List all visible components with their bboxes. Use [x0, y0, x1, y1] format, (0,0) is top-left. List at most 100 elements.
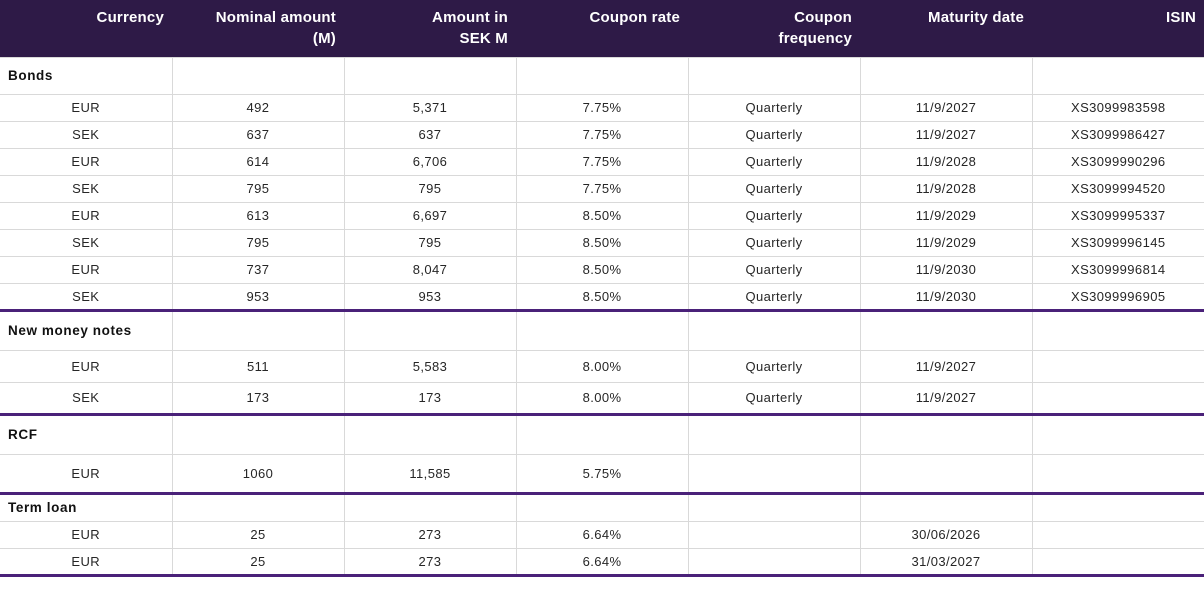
column-header-maturity-date: Maturity date [860, 0, 1032, 57]
column-header-nominal-amount: Nominal amount (M) [172, 0, 344, 57]
section-new-money-notes: New money notes EUR 511 5,583 8.00% Quarterly… [0, 308, 1204, 415]
section-label: Term loan [0, 491, 173, 522]
column-header-label: SEK M [459, 30, 508, 47]
table-cell: 11/9/2030 [859, 255, 1033, 284]
table-cell: 6,697 [343, 201, 517, 230]
table-cell: SEK [0, 228, 173, 257]
table-cell: XS3099986427 [1031, 120, 1204, 149]
table-row: SEK 795 795 7.75% Quarterly 11/9/2028 XS309999… [0, 174, 1204, 203]
column-header-isin: ISIN [1032, 0, 1204, 57]
table-cell: Quarterly [687, 228, 861, 257]
column-header-label: Coupon rate [589, 9, 680, 26]
table-cell: 8.00% [515, 381, 689, 415]
table-row: EUR 1060 11,585 5.75% [0, 453, 1204, 494]
table-cell [1031, 381, 1204, 415]
table-cell: XS3099994520 [1031, 174, 1204, 203]
table-cell [1031, 547, 1204, 577]
table-cell: 511 [171, 349, 345, 383]
table-cell: 6.64% [515, 520, 689, 549]
table-cell [515, 412, 689, 455]
table-cell [1031, 56, 1204, 95]
table-cell: 1060 [171, 453, 345, 494]
column-header-currency: Currency [0, 0, 172, 57]
table-cell: 30/06/2026 [859, 520, 1033, 549]
table-cell [859, 56, 1033, 95]
table-cell: 11/9/2028 [859, 147, 1033, 176]
table-cell: XS3099996905 [1031, 282, 1204, 311]
table-row: SEK 953 953 8.50% Quarterly 11/9/2030 XS309999… [0, 282, 1204, 311]
table-cell: Quarterly [687, 147, 861, 176]
column-header-label: Nominal amount [215, 9, 336, 26]
table-cell: 7.75% [515, 93, 689, 122]
table-cell: XS3099990296 [1031, 147, 1204, 176]
table-cell: EUR [0, 255, 173, 284]
table-cell: 8,047 [343, 255, 517, 284]
table-cell: 7.75% [515, 147, 689, 176]
column-header-label: Maturity date [928, 9, 1024, 26]
table-cell: 737 [171, 255, 345, 284]
table-cell [343, 56, 517, 95]
table-cell [687, 491, 861, 522]
table-cell [859, 491, 1033, 522]
column-header-coupon-rate: Coupon rate [516, 0, 688, 57]
table-cell: 8.50% [515, 201, 689, 230]
table-cell: 11/9/2027 [859, 381, 1033, 415]
table-cell: 11/9/2028 [859, 174, 1033, 203]
table-cell: 11/9/2029 [859, 201, 1033, 230]
table-cell [1031, 349, 1204, 383]
table-cell: EUR [0, 147, 173, 176]
table-cell: 7.75% [515, 120, 689, 149]
table-cell: 953 [343, 282, 517, 311]
section-label-row: Term loan [0, 491, 1204, 522]
table-cell: 5.75% [515, 453, 689, 494]
table-cell: 8.50% [515, 255, 689, 284]
column-header-amount-in-sek: Amount in SEK M [344, 0, 516, 57]
table-cell: 25 [171, 547, 345, 577]
table-cell [343, 412, 517, 455]
table-row: SEK 173 173 8.00% Quarterly 11/9/2027 [0, 381, 1204, 415]
table-row: EUR 492 5,371 7.75% Quarterly 11/9/2027 XS3099… [0, 93, 1204, 122]
table-cell: SEK [0, 120, 173, 149]
table-cell [687, 520, 861, 549]
table-cell: XS3099996814 [1031, 255, 1204, 284]
table-cell: 11/9/2027 [859, 349, 1033, 383]
table-cell: 795 [171, 228, 345, 257]
table-cell: 795 [343, 228, 517, 257]
table-cell: 7.75% [515, 174, 689, 203]
table-cell: 5,583 [343, 349, 517, 383]
table-cell: 614 [171, 147, 345, 176]
table-cell [687, 308, 861, 351]
section-label: RCF [0, 412, 173, 455]
section-label-row: Bonds [0, 56, 1204, 95]
table-cell [859, 412, 1033, 455]
table-cell: Quarterly [687, 120, 861, 149]
column-header-label: Coupon [794, 9, 852, 26]
section-label: Bonds [0, 56, 173, 95]
table-cell: 25 [171, 520, 345, 549]
table-cell: 637 [343, 120, 517, 149]
table-cell: 31/03/2027 [859, 547, 1033, 577]
table-cell: 953 [171, 282, 345, 311]
table-cell [687, 56, 861, 95]
table-cell: EUR [0, 201, 173, 230]
table-cell [515, 308, 689, 351]
table-cell: Quarterly [687, 349, 861, 383]
table-cell: 11/9/2029 [859, 228, 1033, 257]
debt-instruments-table: Currency Nominal amount (M) Amount in SE… [0, 0, 1204, 577]
table-cell [859, 453, 1033, 494]
section-bonds: Bonds EUR 492 5,371 7.75% Quarterly 11/9/2027 X… [0, 56, 1204, 311]
table-cell: EUR [0, 453, 173, 494]
table-cell: Quarterly [687, 255, 861, 284]
column-header-coupon-frequency: Coupon frequency [688, 0, 860, 57]
table-row: EUR 737 8,047 8.50% Quarterly 11/9/2030 XS3099… [0, 255, 1204, 284]
section-label-row: New money notes [0, 308, 1204, 351]
table-cell [1031, 308, 1204, 351]
table-cell: EUR [0, 520, 173, 549]
table-cell: 173 [343, 381, 517, 415]
table-row: EUR 511 5,583 8.00% Quarterly 11/9/2027 [0, 349, 1204, 383]
table-cell: EUR [0, 93, 173, 122]
table-cell: SEK [0, 282, 173, 311]
table-cell: Quarterly [687, 93, 861, 122]
section-label: New money notes [0, 308, 173, 351]
header-row: Currency Nominal amount (M) Amount in SE… [0, 0, 1204, 57]
